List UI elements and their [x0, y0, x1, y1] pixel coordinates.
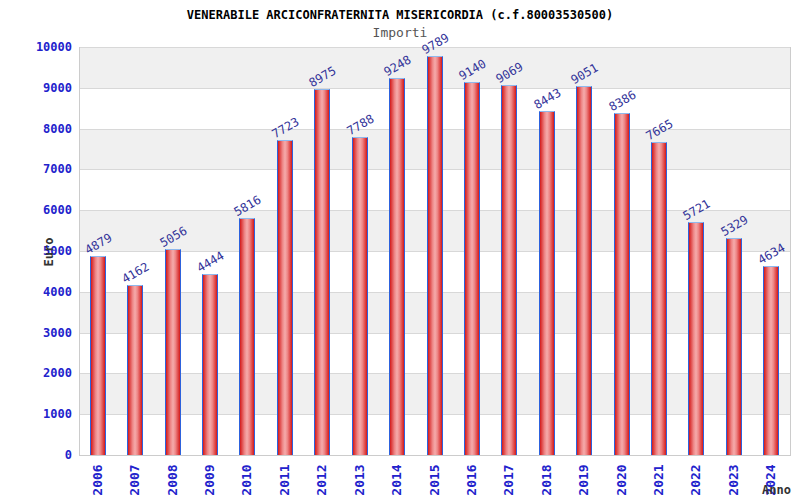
y-tick-label: 4000 [0, 286, 72, 298]
x-tick-label: 2007 [128, 460, 142, 500]
bar-2009 [202, 274, 218, 455]
y-tick-label: 0 [0, 449, 72, 461]
bar-2024 [763, 266, 779, 455]
x-tick-label: 2013 [353, 460, 367, 500]
y-tick-label: 6000 [0, 204, 72, 216]
bar-2008 [165, 249, 181, 455]
bar-2014 [389, 78, 405, 455]
y-tick-label: 7000 [0, 163, 72, 175]
x-tick-label: 2022 [689, 460, 703, 500]
x-tick-label: 2021 [652, 460, 666, 500]
x-tick-label: 2016 [465, 460, 479, 500]
bar-2015 [427, 56, 443, 455]
y-tick-label: 2000 [0, 367, 72, 379]
x-tick-label: 2010 [240, 460, 254, 500]
chart-title: VENERABILE ARCICONFRATERNITA MISERICORDI… [0, 8, 800, 22]
bar-2021 [651, 142, 667, 455]
x-tick-label: 2008 [166, 460, 180, 500]
x-tick-label: 2020 [615, 460, 629, 500]
chart-subtitle: Importi [0, 25, 800, 40]
x-tick-label: 2015 [428, 460, 442, 500]
x-tick-label: 2023 [727, 460, 741, 500]
bar-2010 [239, 218, 255, 455]
x-tick-label: 2019 [577, 460, 591, 500]
x-tick-label: 2012 [315, 460, 329, 500]
y-tick-label: 1000 [0, 408, 72, 420]
y-axis-label: Euro [42, 232, 56, 272]
x-tick-label: 2018 [540, 460, 554, 500]
bar-2006 [90, 256, 106, 455]
x-tick-label: 2009 [203, 460, 217, 500]
bar-2020 [614, 113, 630, 455]
bar-2023 [726, 238, 742, 455]
bar-2012 [314, 89, 330, 455]
bar-2013 [352, 137, 368, 455]
bar-2022 [688, 222, 704, 455]
x-tick-label: 2014 [390, 460, 404, 500]
bar-2007 [127, 285, 143, 455]
bar-2017 [501, 85, 517, 455]
x-tick-label: 2011 [278, 460, 292, 500]
x-axis-label: Anno [762, 483, 791, 497]
y-tick-label: 3000 [0, 327, 72, 339]
y-tick-label: 10000 [0, 41, 72, 53]
bar-2011 [277, 140, 293, 455]
y-tick-label: 8000 [0, 123, 72, 135]
x-tick-label: 2006 [91, 460, 105, 500]
bar-2018 [539, 111, 555, 455]
y-tick-label: 5000 [0, 245, 72, 257]
y-tick-label: 9000 [0, 82, 72, 94]
bar-2019 [576, 86, 592, 455]
bar-2016 [464, 82, 480, 455]
x-tick-label: 2017 [502, 460, 516, 500]
